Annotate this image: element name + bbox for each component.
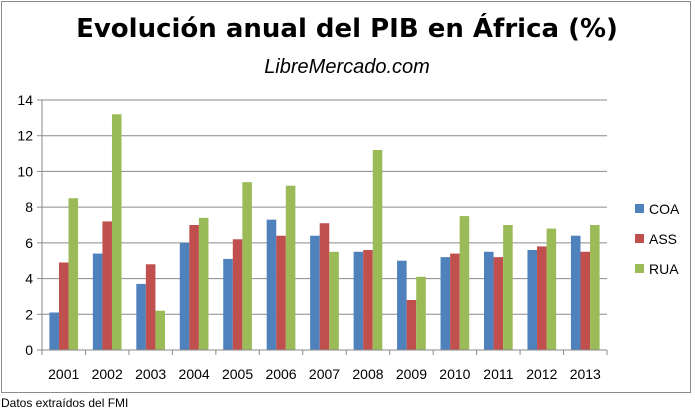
x-tick-label: 2010 [439, 366, 470, 382]
bar-ass-2002 [102, 221, 112, 350]
bar-rua-2005 [242, 182, 252, 350]
bar-coa-2011 [484, 251, 494, 350]
y-tick-label: 6 [25, 235, 33, 251]
y-tick-label: 12 [17, 128, 33, 144]
bar-rua-2004 [198, 217, 209, 350]
legend-label-rua: RUA [649, 261, 679, 277]
y-tick-label: 0 [25, 342, 33, 358]
bar-rua-2001 [68, 198, 79, 350]
bar-coa-2005 [223, 258, 233, 350]
x-tick-label: 2002 [92, 366, 123, 382]
bar-ass-2011 [493, 257, 504, 350]
bar-ass-2012 [537, 246, 547, 350]
bar-rua-2010 [459, 216, 470, 350]
bar-ass-2009 [406, 300, 417, 350]
legend-swatch-rua [635, 264, 644, 273]
bar-rua-2013 [590, 225, 600, 350]
bar-rua-2011 [503, 225, 513, 350]
bar-coa-2004 [179, 242, 190, 350]
chart-subtitle: LibreMercado.com [264, 56, 430, 78]
legend-swatch-coa [635, 204, 644, 213]
bar-coa-2001 [49, 312, 59, 350]
y-tick-label: 14 [17, 92, 33, 108]
legend-label-ass: ASS [649, 231, 677, 247]
x-tick-label: 2001 [48, 366, 79, 382]
bar-rua-2009 [416, 276, 426, 350]
bar-coa-2002 [92, 253, 103, 350]
bar-coa-2006 [266, 219, 277, 350]
x-tick-label: 2013 [570, 366, 601, 382]
bar-rua-2006 [285, 185, 296, 350]
y-tick-label: 4 [25, 271, 33, 287]
bar-rua-2007 [329, 251, 339, 350]
bar-ass-2005 [232, 239, 243, 350]
y-tick-label: 2 [25, 306, 33, 322]
bar-ass-2001 [58, 262, 69, 350]
bar-coa-2012 [527, 250, 538, 350]
x-tick-label: 2006 [265, 366, 296, 382]
x-tick-label: 2007 [309, 366, 340, 382]
x-tick-label: 2012 [526, 366, 557, 382]
x-tick-label: 2005 [222, 366, 253, 382]
bars [49, 114, 600, 351]
source-note: Datos extraídos del FMI [1, 396, 129, 410]
x-tick-label: 2009 [396, 366, 427, 382]
chart-title: Evolución anual del PIB en África (%) [76, 14, 618, 44]
bar-rua-2002 [111, 114, 122, 351]
legend: COA ASS RUA [635, 201, 680, 277]
legend-label-coa: COA [649, 201, 680, 217]
bar-coa-2009 [397, 260, 407, 350]
bar-coa-2008 [353, 251, 364, 350]
bar-coa-2007 [310, 235, 320, 350]
x-tick-label: 2004 [179, 366, 210, 382]
bar-ass-2013 [580, 251, 591, 350]
chart-frame: Evolución anual del PIB en África (%) Li… [1, 1, 691, 393]
x-tick-label: 2008 [352, 366, 383, 382]
x-tick-label: 2003 [135, 366, 166, 382]
bar-chart: 0 2 4 6 8 10 12 14 2001 2002 2003 2004 2005 2006 2007 2… [17, 92, 680, 382]
bar-ass-2003 [145, 264, 156, 350]
legend-swatch-ass [635, 234, 644, 243]
bar-rua-2012 [546, 228, 557, 350]
bar-rua-2003 [155, 310, 165, 350]
bar-rua-2008 [372, 150, 383, 350]
bar-coa-2003 [136, 283, 146, 350]
bar-ass-2010 [450, 253, 460, 350]
axes: 0 2 4 6 8 10 12 14 2001 2002 2003 2004 2005 2006 2007 2… [17, 92, 608, 382]
bar-ass-2006 [276, 235, 286, 350]
x-tick-label: 2011 [483, 366, 513, 382]
bar-coa-2013 [570, 235, 581, 350]
bar-ass-2008 [363, 250, 373, 350]
bar-coa-2010 [440, 257, 451, 350]
y-tick-label: 8 [25, 199, 33, 215]
bar-ass-2007 [319, 223, 330, 350]
y-tick-label: 10 [17, 163, 33, 179]
bar-ass-2004 [189, 225, 199, 350]
